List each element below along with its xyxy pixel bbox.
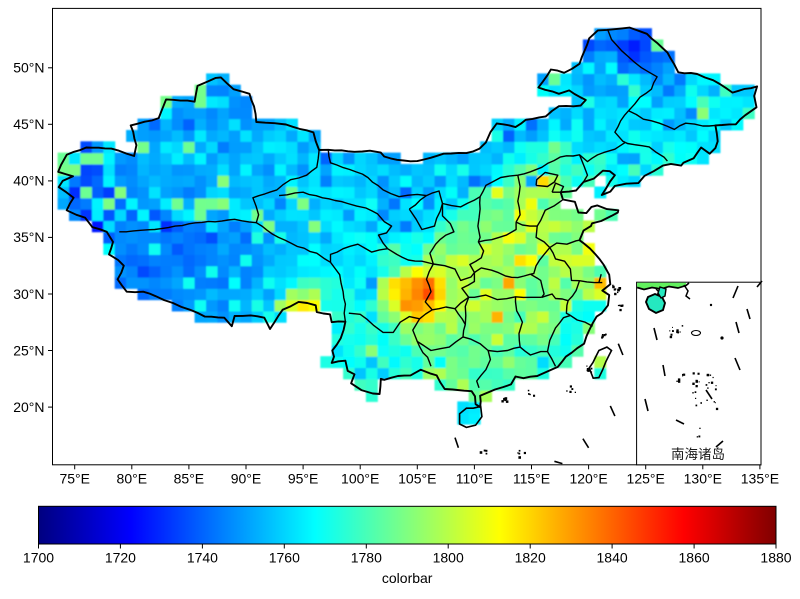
svg-text:110°E: 110°E xyxy=(456,470,493,486)
svg-text:85°E: 85°E xyxy=(174,470,205,486)
svg-text:1700: 1700 xyxy=(23,550,54,566)
svg-text:1880: 1880 xyxy=(760,550,791,566)
svg-text:40°N: 40°N xyxy=(13,173,44,189)
svg-text:25°N: 25°N xyxy=(13,342,44,358)
svg-text:125°E: 125°E xyxy=(627,470,665,486)
svg-text:130°E: 130°E xyxy=(684,470,722,486)
svg-text:135°E: 135°E xyxy=(741,470,779,486)
svg-text:1820: 1820 xyxy=(515,550,546,566)
svg-text:45°N: 45°N xyxy=(13,116,44,132)
svg-text:105°E: 105°E xyxy=(398,470,436,486)
svg-text:1840: 1840 xyxy=(597,550,628,566)
svg-text:80°E: 80°E xyxy=(117,470,148,486)
svg-text:1780: 1780 xyxy=(351,550,382,566)
svg-text:1760: 1760 xyxy=(269,550,300,566)
svg-text:南海诸岛: 南海诸岛 xyxy=(671,447,725,462)
svg-text:120°E: 120°E xyxy=(569,470,607,486)
svg-text:75°E: 75°E xyxy=(59,470,90,486)
svg-text:100°E: 100°E xyxy=(341,470,379,486)
svg-text:95°E: 95°E xyxy=(288,470,319,486)
svg-text:1800: 1800 xyxy=(433,550,464,566)
svg-text:50°N: 50°N xyxy=(13,60,44,76)
svg-text:30°N: 30°N xyxy=(13,286,44,302)
svg-text:35°N: 35°N xyxy=(13,229,44,245)
svg-text:1740: 1740 xyxy=(187,550,218,566)
svg-text:colorbar: colorbar xyxy=(382,570,433,586)
svg-text:1860: 1860 xyxy=(679,550,710,566)
svg-text:1720: 1720 xyxy=(105,550,136,566)
svg-text:115°E: 115°E xyxy=(513,470,550,486)
svg-text:20°N: 20°N xyxy=(13,399,44,415)
svg-text:90°E: 90°E xyxy=(231,470,262,486)
